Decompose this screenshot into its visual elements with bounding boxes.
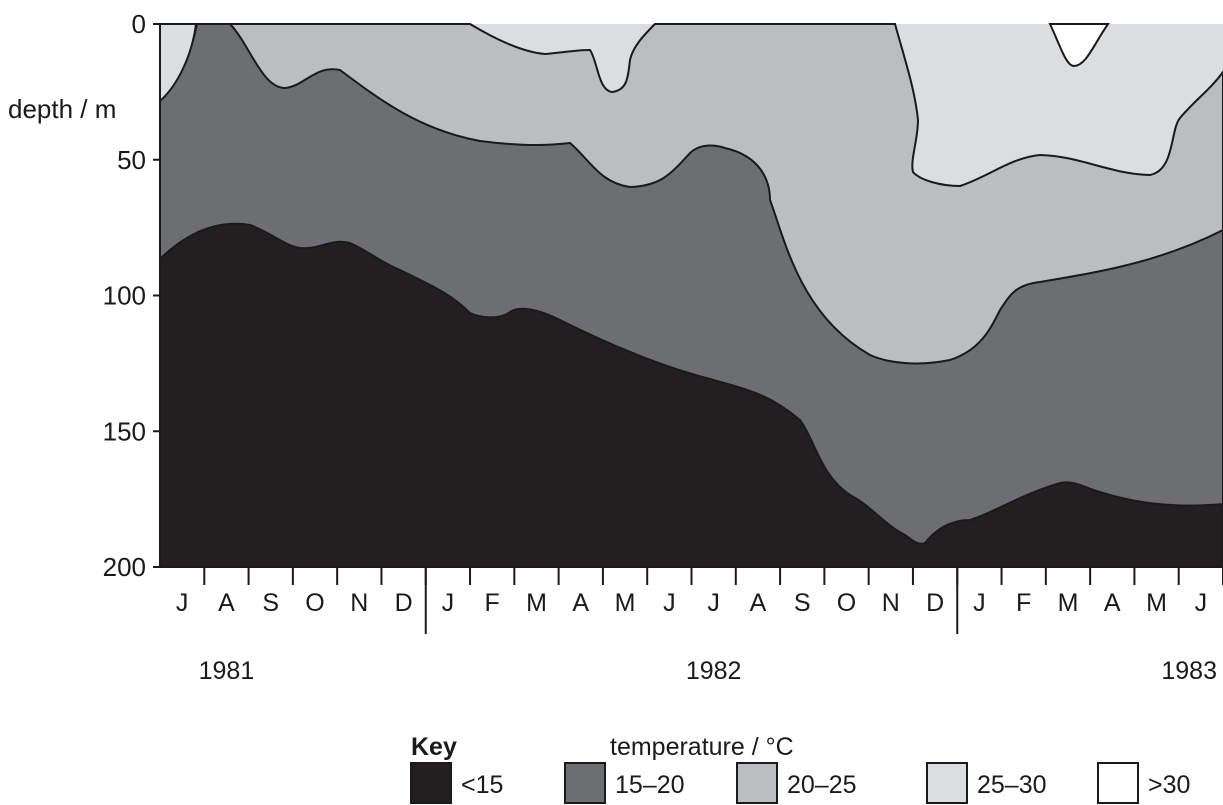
key-label: 25–30 xyxy=(977,771,1047,799)
key-label: <15 xyxy=(461,771,503,799)
y-tick-label: 150 xyxy=(103,416,146,446)
x-month-label: J xyxy=(707,589,720,617)
x-month-label: D xyxy=(926,589,944,617)
key-title: Key xyxy=(411,733,457,761)
x-month-label: A xyxy=(218,589,235,617)
x-month-label: J xyxy=(176,589,189,617)
y-tick-label: 50 xyxy=(117,145,146,175)
key-unit: temperature / °C xyxy=(610,733,794,761)
x-month-label: D xyxy=(395,589,413,617)
x-month-label: A xyxy=(1104,589,1121,617)
x-month-label: M xyxy=(1146,589,1167,617)
key-label: 20–25 xyxy=(787,771,857,799)
year-label: 1981 xyxy=(199,657,255,685)
x-month-label: J xyxy=(663,589,676,617)
x-month-label: S xyxy=(794,589,811,617)
x-month-label: J xyxy=(973,589,986,617)
key-swatch xyxy=(410,762,452,804)
key: Key temperature / °C <15 15–20 20–25 25–30 >… xyxy=(410,733,1190,804)
key-label: 15–20 xyxy=(615,771,685,799)
y-axis: 0 50 100 150 200 xyxy=(103,9,161,582)
y-tick-label: 0 xyxy=(132,9,146,39)
band-over-30 xyxy=(1048,23,1110,68)
x-month-label: S xyxy=(262,589,279,617)
x-month-label: F xyxy=(1016,589,1031,617)
key-swatch xyxy=(736,762,778,804)
x-month-label: N xyxy=(882,589,900,617)
band-under-15 xyxy=(159,222,1223,568)
key-label: >30 xyxy=(1148,771,1190,799)
band-over-30-start xyxy=(159,23,198,104)
x-month-label: F xyxy=(485,589,500,617)
year-label: 1982 xyxy=(686,657,742,685)
x-month-label: J xyxy=(1195,589,1208,617)
x-month-label: O xyxy=(305,589,324,617)
year-label: 1983 xyxy=(1161,657,1217,685)
x-month-label: N xyxy=(350,589,368,617)
x-month-label: A xyxy=(750,589,767,617)
key-swatch xyxy=(564,762,606,804)
x-month-label: M xyxy=(1058,589,1079,617)
plot-area xyxy=(159,23,1223,568)
key-swatch xyxy=(926,762,968,804)
x-month-label: M xyxy=(526,589,547,617)
x-month-label: M xyxy=(615,589,636,617)
x-month-label: O xyxy=(837,589,856,617)
x-month-label: A xyxy=(572,589,589,617)
x-month-label: J xyxy=(442,589,455,617)
y-axis-label: depth / m xyxy=(8,94,116,124)
y-tick-label: 100 xyxy=(103,281,146,311)
y-tick-label: 200 xyxy=(103,552,146,582)
key-swatch xyxy=(1097,762,1139,804)
